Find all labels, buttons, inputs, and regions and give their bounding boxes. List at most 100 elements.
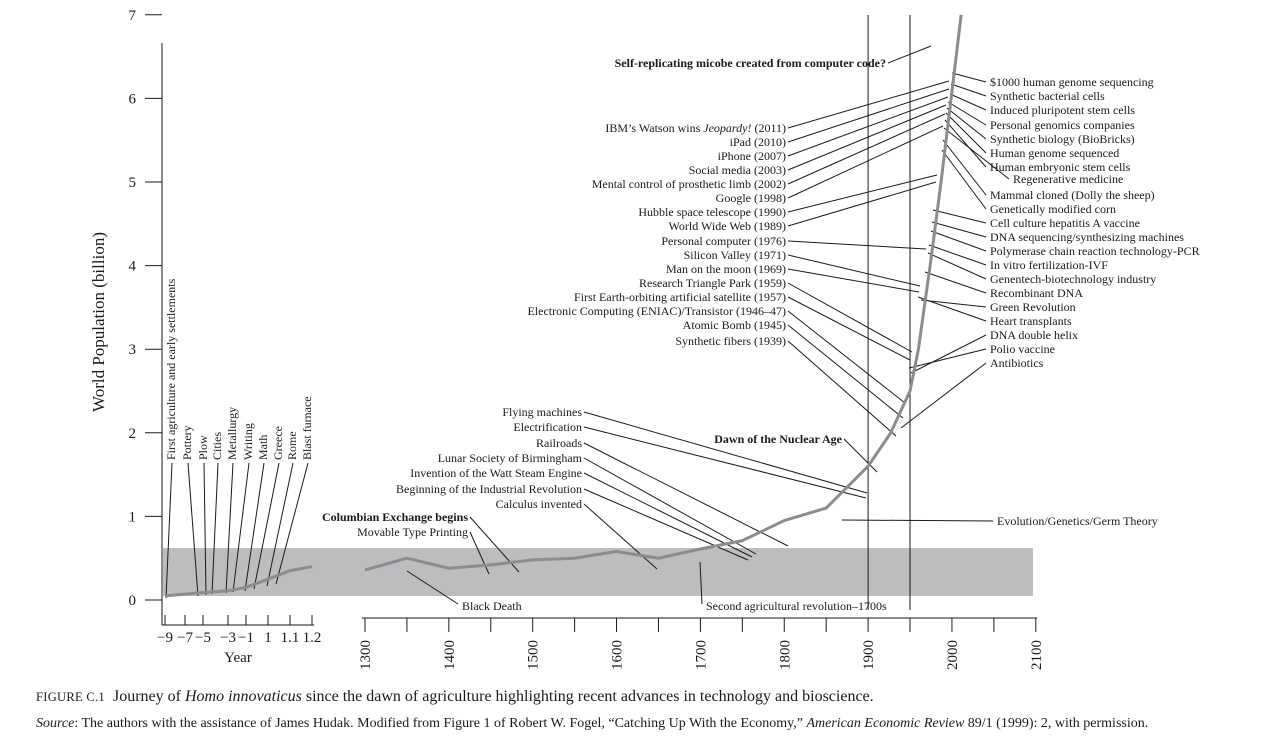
annotation-label-right: Regenerative medicine <box>1013 172 1123 186</box>
annotation-leader <box>843 438 878 473</box>
annotation-leader-right <box>900 362 987 429</box>
y-tick-label: 2 <box>129 426 137 442</box>
population-series <box>164 14 963 598</box>
annotation-label-right: Recombinant DNA <box>990 286 1083 300</box>
annotation-label: Man on the moon (1969) <box>666 262 786 276</box>
annotation-label: Personal computer (1976) <box>661 234 786 248</box>
annotation-label-right: Green Revolution <box>990 300 1076 314</box>
annotation-label-right: DNA sequencing/synthesizing machines <box>990 230 1184 244</box>
annotation-label-right: Cell culture hepatitis A vaccine <box>990 216 1140 230</box>
y-axis-title: World Population (billion) <box>89 232 108 412</box>
x-axis-title: Year <box>224 650 252 666</box>
annotation-label-right: Polymerase chain reaction technology-PCR <box>990 244 1200 258</box>
event-label-vertical: Metallurgy <box>225 407 239 460</box>
annotation-label-right: Synthetic biology (BioBricks) <box>990 132 1135 146</box>
annotation-leader <box>406 570 459 605</box>
annotation-label: iPhone (2007) <box>718 149 786 163</box>
annotation-leader <box>787 125 944 199</box>
annotation-leader <box>887 45 932 64</box>
annotation-leader-right <box>841 519 994 522</box>
event-label-vertical: Greece <box>271 426 285 460</box>
figure-label: FIGURE C.1 <box>36 690 105 704</box>
population-line-left <box>164 565 313 598</box>
annotation-leader <box>787 340 897 437</box>
caption-text-italic: Homo innovaticus <box>184 688 302 705</box>
annotation-leader <box>787 296 911 361</box>
annotation-leader <box>583 426 867 499</box>
annotation-label: Dawn of the Nuclear Age <box>714 432 842 446</box>
annotation-label: Flying machines <box>502 405 582 419</box>
y-tick-label: 7 <box>129 8 137 24</box>
annotation-label: Calculus invented <box>496 497 582 511</box>
x-tick-label-right: 1800 <box>777 640 793 670</box>
annotation-label: Atomic Bomb (1945) <box>683 318 786 332</box>
annotation-label-right: Human genome sequenced <box>990 146 1119 160</box>
annotation-label-right: Genetically modified corn <box>990 202 1116 216</box>
annotation-label-right: Induced pluripotent stem cells <box>990 103 1135 117</box>
event-leader <box>203 462 207 596</box>
annotation-label: iPad (2010) <box>730 135 786 149</box>
annotation-label: Silicon Valley (1971) <box>684 248 786 262</box>
x-tick-label-left: −7 <box>177 630 193 646</box>
figure-source: Source: The authors with the assistance … <box>36 716 1276 732</box>
y-tick-label: 4 <box>129 259 137 275</box>
annotation-label: Columbian Exchange begins <box>322 510 468 524</box>
annotation-leader <box>787 113 946 185</box>
annotation-label: Mental control of prosthetic limb (2002) <box>592 177 786 191</box>
annotation-label-right: Polio vaccine <box>990 342 1055 356</box>
annotation-leader <box>787 181 937 227</box>
annotation-leader <box>787 96 949 157</box>
source-label: Source <box>36 716 75 731</box>
annotation-leader <box>699 561 703 605</box>
y-tick-label: 5 <box>129 175 137 191</box>
x-tick-label-right: 1700 <box>693 640 709 670</box>
x-tick-label-right: 1400 <box>442 640 458 670</box>
caption-text-start: Journey of <box>112 688 185 705</box>
x-tick-label-left: −1 <box>238 630 254 646</box>
annotation-label-right: Human embryonic stem cells <box>990 160 1131 174</box>
annotation-leader-right <box>941 149 987 210</box>
x-tick-label-right: 2000 <box>945 640 961 670</box>
event-leader <box>266 462 294 587</box>
event-leader <box>211 462 219 595</box>
annotation-label: Movable Type Printing <box>357 525 468 539</box>
annotation-leader <box>787 104 947 171</box>
annotation-label-right: DNA double helix <box>990 328 1078 342</box>
annotation-label-right: In vitro fertilization-IVF <box>990 258 1108 272</box>
y-tick-label: 0 <box>129 593 137 609</box>
event-label-vertical: Pottery <box>180 425 194 460</box>
y-tick-label: 1 <box>129 509 137 525</box>
annotation-leader-right <box>949 93 987 111</box>
annotation-leader <box>469 531 490 575</box>
x-tick-label-right: 2100 <box>1029 640 1045 670</box>
annotation-label-right: Heart transplants <box>990 314 1072 328</box>
annotation-leader-right <box>910 334 987 374</box>
annotation-labels: First agriculture and early settlements P… <box>164 56 1200 613</box>
caption-text-end: since the dawn of agriculture highlighti… <box>301 688 874 705</box>
annotation-leader <box>787 310 906 404</box>
annotation-leader-right <box>947 101 987 126</box>
population-innovation-chart: 0 1 2 3 4 5 6 7 World Population (billion) −9 −7 −5… <box>89 8 1200 670</box>
event-leader <box>253 462 280 590</box>
annotation-leader <box>583 457 757 555</box>
annotation-leader <box>583 411 868 494</box>
x-tick-label-left: −5 <box>195 630 211 646</box>
annotation-label: Black Death <box>462 599 522 613</box>
annotation-leader-right <box>932 209 987 224</box>
annotation-label: Electronic Computing (ENIAC)/Transistor … <box>527 304 786 318</box>
annotation-label-right: Personal genomics companies <box>990 118 1135 132</box>
x-tick-label-left: −9 <box>157 630 173 646</box>
event-label-vertical: Cities <box>210 432 224 460</box>
annotation-leader-right <box>946 107 987 140</box>
annotation-label: Synthetic fibers (1939) <box>675 334 786 348</box>
annotation-leader-right <box>917 296 987 322</box>
annotation-leader-right <box>931 221 987 238</box>
annotation-label-right: Synthetic bacterial cells <box>990 89 1105 103</box>
annotation-leaders <box>165 45 1010 605</box>
event-leader <box>244 462 265 592</box>
event-label-vertical: Blast furnace <box>300 396 314 460</box>
reference-lines <box>867 15 911 610</box>
x-tick-label-left: 1.1 <box>281 630 300 646</box>
annotation-label: Invention of the Watt Steam Engine <box>410 466 582 480</box>
annotation-label: Second agricultural revolution–1700s <box>706 599 887 613</box>
